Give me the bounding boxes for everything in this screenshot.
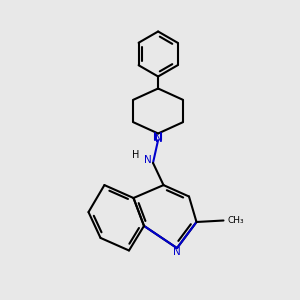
Text: N: N xyxy=(173,247,181,257)
Text: N: N xyxy=(155,134,163,144)
Text: N: N xyxy=(144,155,152,165)
Text: H: H xyxy=(132,150,139,161)
Text: CH₃: CH₃ xyxy=(228,216,244,225)
